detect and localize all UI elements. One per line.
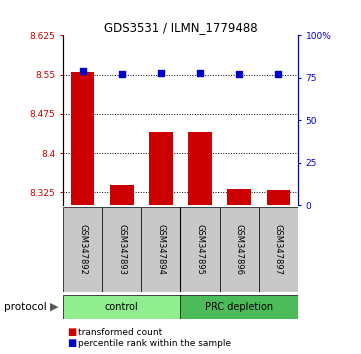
- Bar: [63, 295, 180, 319]
- Point: [236, 72, 242, 77]
- Bar: [180, 207, 219, 292]
- Text: GSM347892: GSM347892: [78, 224, 87, 275]
- Text: transformed count: transformed count: [78, 327, 162, 337]
- Text: PRC depletion: PRC depletion: [205, 302, 273, 312]
- Text: percentile rank within the sample: percentile rank within the sample: [78, 339, 231, 348]
- Bar: [266, 190, 290, 205]
- Text: GSM347895: GSM347895: [196, 224, 205, 275]
- Bar: [259, 207, 298, 292]
- Point: [275, 72, 281, 77]
- Title: GDS3531 / ILMN_1779488: GDS3531 / ILMN_1779488: [104, 21, 257, 34]
- Text: protocol: protocol: [4, 302, 46, 312]
- Bar: [71, 72, 95, 205]
- Text: GSM347894: GSM347894: [156, 224, 165, 275]
- Bar: [180, 295, 298, 319]
- Bar: [188, 132, 212, 205]
- Point: [197, 70, 203, 76]
- Text: GSM347893: GSM347893: [117, 224, 126, 275]
- Bar: [102, 207, 142, 292]
- Bar: [219, 207, 259, 292]
- Text: GSM347897: GSM347897: [274, 224, 283, 275]
- Bar: [63, 207, 102, 292]
- Point: [119, 72, 125, 77]
- Bar: [227, 189, 251, 205]
- Text: ▶: ▶: [50, 302, 58, 312]
- Bar: [149, 132, 173, 205]
- Text: ■: ■: [67, 327, 76, 337]
- Point: [80, 68, 86, 74]
- Text: control: control: [105, 302, 139, 312]
- Bar: [142, 207, 180, 292]
- Text: GSM347896: GSM347896: [235, 224, 244, 275]
- Text: ■: ■: [67, 338, 76, 348]
- Bar: [110, 185, 134, 205]
- Point: [158, 70, 164, 76]
